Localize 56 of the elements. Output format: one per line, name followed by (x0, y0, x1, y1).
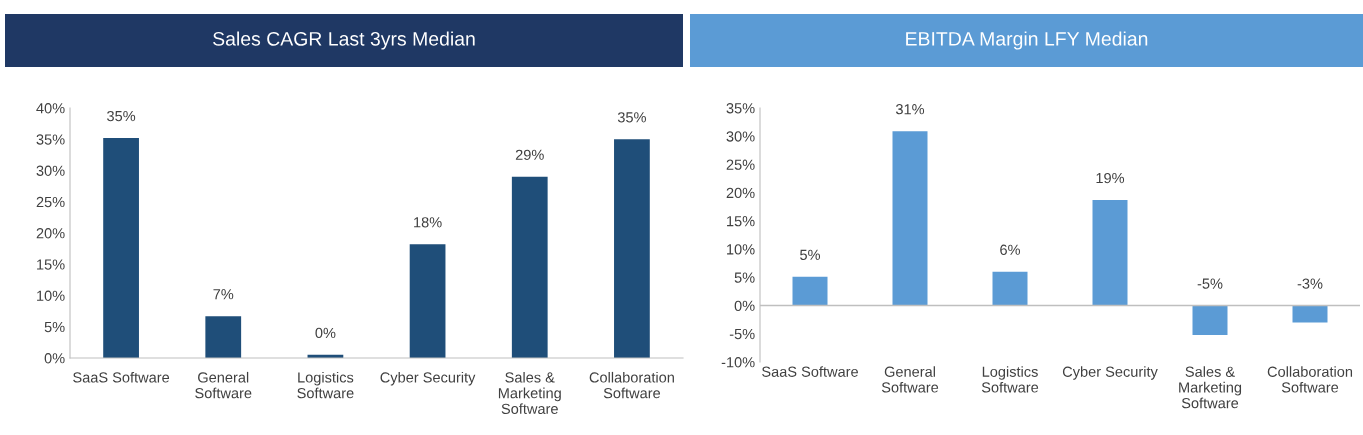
chart-title: EBITDA Margin LFY Median (906, 31, 1148, 50)
y-tick-label: 15% (37, 259, 65, 270)
bar (1192, 305, 1228, 335)
x-tick-label: General Software (195, 371, 252, 399)
y-tick-label: 20% (726, 187, 755, 199)
bar (205, 316, 242, 358)
y-tick-label: 10% (37, 290, 65, 301)
bar (103, 138, 139, 358)
bar (511, 176, 548, 358)
bar (1092, 200, 1128, 306)
data-label: 35% (107, 110, 136, 122)
y-tick-label: 0% (44, 353, 65, 364)
x-tick-label: Sales & Marketing Software (498, 371, 561, 415)
bar (792, 276, 828, 306)
y-tick-label: 25% (726, 159, 755, 170)
y-tick-label: 30% (726, 131, 755, 142)
x-tick-label: Logistics Software (981, 366, 1039, 393)
y-tick-label: 35% (726, 103, 755, 114)
chart-title: Sales CAGR Last 3yrs Median (213, 31, 475, 50)
bar (992, 271, 1028, 306)
data-label: 6% (1000, 244, 1021, 255)
y-tick-label: 40% (36, 103, 65, 114)
y-tick-label: 20% (36, 228, 65, 239)
data-label: 7% (213, 289, 234, 300)
data-label: -5% (1197, 278, 1223, 289)
x-tick-label: Logistics Software (297, 371, 354, 399)
y-tick-label: 30% (36, 165, 65, 176)
x-tick-label: Collaboration Software (589, 371, 674, 399)
x-tick-label: Cyber Security (380, 371, 476, 386)
x-tick-label: Collaboration Software (1267, 366, 1353, 393)
y-tick-label: 15% (727, 216, 755, 227)
bar (409, 244, 446, 358)
bar (1292, 305, 1328, 323)
y-tick-label: 35% (36, 134, 65, 145)
y-tick-label: -10% (721, 357, 755, 368)
data-label: 5% (800, 249, 821, 260)
data-label: 18% (414, 217, 442, 228)
x-tick-label: SaaS Software (73, 371, 170, 383)
data-label: 0% (315, 327, 336, 339)
x-tick-label: Sales & Marketing Software (1179, 366, 1242, 409)
x-tick-label: Cyber Security (1062, 366, 1158, 380)
x-tick-label: General Software (881, 366, 939, 393)
y-tick-label: 10% (727, 244, 755, 255)
y-tick-label: -5% (729, 328, 755, 340)
data-label: 35% (617, 112, 646, 123)
data-label: 29% (515, 149, 544, 160)
data-label: 19% (1096, 172, 1125, 184)
bar (614, 139, 650, 358)
bar (892, 131, 928, 306)
data-label: -3% (1297, 278, 1323, 289)
y-tick-label: 5% (44, 321, 65, 333)
data-label: 31% (895, 104, 925, 115)
y-tick-label: 5% (734, 272, 755, 283)
y-tick-label: 25% (36, 196, 65, 208)
x-tick-label: SaaS Software (762, 366, 858, 377)
y-tick-label: 0% (734, 300, 755, 311)
